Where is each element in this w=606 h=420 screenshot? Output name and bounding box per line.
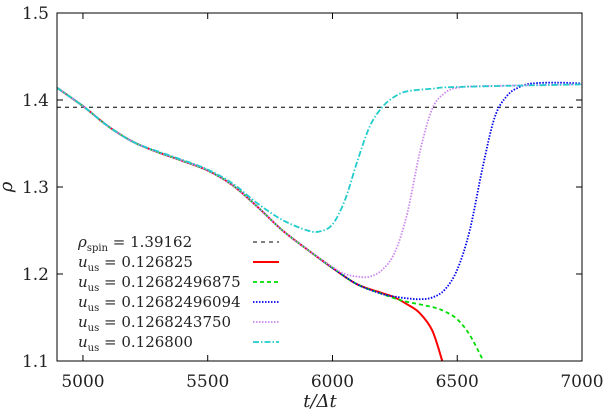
legend-label: uus = 0.1268243750 [78, 313, 231, 334]
x-tick-label: 6000 [311, 372, 354, 392]
x-tick-label: 5500 [186, 372, 229, 392]
y-tick-label: 1.2 [22, 265, 49, 285]
legend-entry: ρspin = 1.39162 [77, 233, 279, 254]
x-tick-label: 5000 [61, 372, 104, 392]
legend-label: uus = 0.126800 [78, 333, 193, 354]
legend-label: uus = 0.12682496094 [78, 293, 241, 314]
legend-entry: uus = 0.12682496094 [78, 293, 279, 314]
legend-entry: uus = 0.126800 [78, 333, 279, 354]
legend-entry: uus = 0.12682496875 [78, 273, 279, 294]
x-axis-label: t/Δt [303, 391, 337, 412]
legend-entry: uus = 0.1268243750 [78, 313, 279, 334]
x-tick-label: 7000 [560, 372, 603, 392]
x-tick-label: 6500 [436, 372, 479, 392]
y-tick-label: 1.3 [22, 178, 49, 198]
legend-label: uus = 0.12682496875 [78, 273, 241, 294]
legend-entry: uus = 0.126825 [78, 253, 279, 274]
ticks-layer: 5000 5500 6000 6500 7000 1.1 1.2 1.3 1.4 1.5 [22, 4, 604, 392]
y-tick-label: 1.1 [22, 352, 49, 372]
y-tick-label: 1.4 [22, 91, 49, 111]
y-tick-label: 1.5 [22, 4, 49, 24]
legend-label: uus = 0.126825 [78, 253, 193, 274]
series-layer [56, 81, 583, 362]
legend-label: ρspin = 1.39162 [77, 233, 192, 254]
series-line-4 [56, 83, 583, 233]
y-axis-label: ρ [0, 181, 17, 193]
